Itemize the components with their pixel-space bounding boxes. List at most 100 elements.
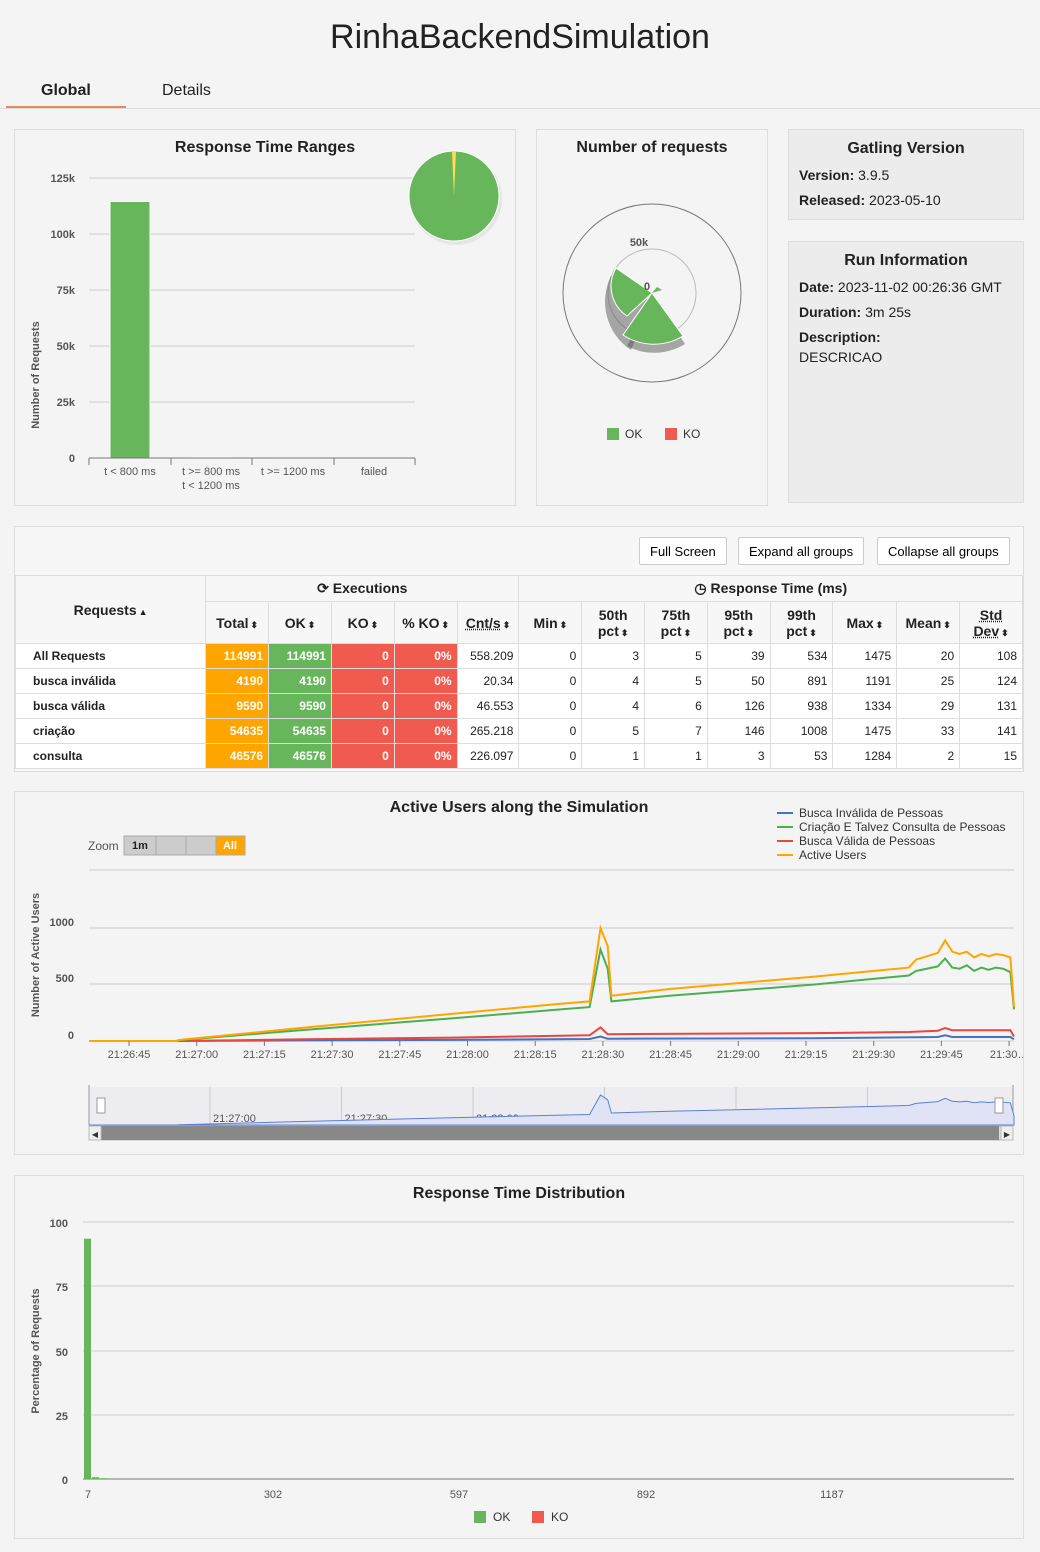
legend-ok-label[interactable]: OK [625,427,642,441]
au-x-tick: 21:28:00 [446,1049,489,1061]
au-x-tick: 21:29:00 [717,1049,760,1061]
col-99th[interactable]: 99th pct ⬍ [769,601,834,644]
au-x-tick: 21:28:30 [581,1049,624,1061]
rtr-bar [109,201,151,459]
navigator-scrollbar-thumb[interactable] [101,1126,999,1140]
dist-y-tick: 75 [56,1282,68,1294]
cell-max: 1475 [832,718,898,744]
description-value: DESCRICAO [799,349,883,365]
number-of-requests-panel: Number of requests 50k 0 OK KO [536,129,768,506]
cell-p75: 7 [644,718,708,744]
distribution-panel: Response Time Distribution 100 75 50 25 … [14,1175,1024,1539]
col-max[interactable]: Max ⬍ [832,601,898,644]
col-50th[interactable]: 50th pct ⬍ [581,601,646,644]
legend-ko-label[interactable]: KO [683,427,700,441]
released-value: 2023-05-10 [869,192,941,208]
cell-pct: 0% [393,668,458,694]
cell-mean: 33 [896,718,961,744]
legend-item[interactable]: Active Users [799,848,866,862]
released-label: Released: [799,192,866,208]
legend-item[interactable]: Busca Inválida de Pessoas [799,806,943,820]
au-y-tick: 0 [68,1030,74,1042]
zoom-button[interactable] [155,835,187,856]
rtr-title: Response Time Ranges [174,139,356,156]
col-cnts[interactable]: Cnt/s ⬍ [456,601,520,644]
cell-cnt: 46.553 [456,693,520,719]
table-row[interactable]: consulta 46576 46576 0 0% 226.097 0 1 1 3 53 1284 2 1… [14,743,1023,769]
navigator-right-handle[interactable] [994,1097,1004,1114]
col-min[interactable]: Min ⬍ [518,601,583,644]
table-row[interactable]: All Requests 114991 114991 0 0% 558.209 0 3 5 39 5… [14,643,1023,669]
dist-y-label: Percentage of Requests [30,1288,42,1413]
legend-ko-swatch [665,428,677,440]
sort-icon: ⬍ [1001,627,1009,638]
col-mean[interactable]: Mean ⬍ [896,601,961,644]
dist-legend-ko-swatch [532,1511,544,1523]
rtr-y-tick: 100k [51,229,76,241]
tab-global[interactable]: Global [41,82,91,99]
dist-legend-ko-label[interactable]: KO [551,1510,568,1524]
cell-std: 124 [959,668,1023,694]
navigator-left-handle[interactable] [96,1097,106,1114]
table-row[interactable]: criação 54635 54635 0 0% 265.218 0 5 7 146 1008 147… [14,718,1023,744]
table-row[interactable]: busca inválida 4190 4190 0 0% 20.34 0 4 5 50 891 11… [14,668,1023,694]
legend-item[interactable]: Busca Válida de Pessoas [799,834,935,848]
gatling-title: Gatling Version [847,140,965,157]
cell-std: 141 [959,718,1023,744]
col-pct-ko[interactable]: % KO ⬍ [393,601,458,644]
dist-x-tick: 302 [264,1489,282,1501]
sort-icon: ⬍ [559,619,568,630]
collapse-all-groups-button[interactable]: Collapse all groups [877,537,1010,565]
scroll-left-button[interactable] [88,1125,102,1141]
cell-pct: 0% [393,693,458,719]
zoom-button[interactable] [185,835,217,856]
cell-ok: 4190 [268,668,332,694]
dist-bar-ok [92,1477,99,1479]
col-95th[interactable]: 95th pct ⬍ [706,601,771,644]
au-x-tick: 21:30… [990,1049,1023,1061]
sort-icon: ⬍ [746,627,754,638]
dist-legend-ok-label[interactable]: OK [493,1510,510,1524]
cell-name: consulta [14,743,207,769]
rtr-x-tick: failed [361,466,387,478]
col-75th[interactable]: 75th pct ⬍ [644,601,708,644]
cell-cnt: 20.34 [456,668,520,694]
legend-item[interactable]: Criação E Talvez Consulta de Pessoas [799,820,1006,834]
col-ko[interactable]: KO ⬍ [330,601,395,644]
dist-bar-ok [100,1478,107,1479]
rtr-y-tick: 75k [57,285,76,297]
table-row[interactable]: busca válida 9590 9590 0 0% 46.553 0 4 6 126 938 13… [14,693,1023,719]
cell-ko: 0 [330,643,395,669]
executions-icon: ⟳ [317,580,329,596]
cell-ko: 0 [330,718,395,744]
response-time-header: ◷ Response Time (ms) [518,575,1023,602]
cell-p99: 534 [769,643,834,669]
full-screen-button[interactable]: Full Screen [639,537,727,565]
page-title: RinhaBackendSimulation [330,18,710,56]
au-x-tick: 21:27:00 [175,1049,218,1061]
sort-icon: ⬍ [809,627,817,638]
active-users-title: Active Users along the Simulation [389,799,649,816]
col-ok[interactable]: OK ⬍ [268,601,332,644]
version-label: Version: [799,167,855,183]
cell-p99: 891 [769,668,834,694]
rtr-y-tick: 0 [69,453,75,465]
requests-column-header[interactable]: Requests ▲ [14,575,207,644]
cell-total: 9590 [205,693,270,719]
sort-icon: ⬍ [502,619,511,630]
expand-all-groups-button[interactable]: Expand all groups [738,537,865,565]
series-line [89,1034,1015,1042]
sort-icon: ⬍ [370,619,379,630]
cell-pct: 0% [393,743,458,769]
au-x-tick: 21:29:15 [785,1049,828,1061]
cell-name: All Requests [14,643,207,669]
zoom-all-button[interactable] [215,835,246,856]
col-std-dev[interactable]: Std Dev ⬍ [959,601,1023,644]
dist-x-tick: 1187 [820,1489,844,1501]
cell-p50: 4 [581,668,646,694]
col-total[interactable]: Total ⬍ [205,601,270,644]
scroll-right-button[interactable] [1000,1125,1014,1141]
tab-details[interactable]: Details [162,82,211,99]
navigator-tick: 21:27:00 [213,1113,256,1125]
